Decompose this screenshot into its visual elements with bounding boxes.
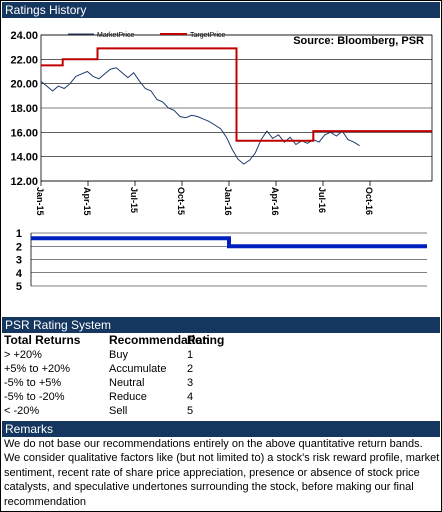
x-tick-label: Jul-15 xyxy=(129,187,139,213)
header-rating: Rating xyxy=(187,333,225,347)
rating-y-tick-label: 1 xyxy=(16,228,22,240)
rating-cell: 2 xyxy=(187,363,194,375)
x-tick-label: Oct-15 xyxy=(176,187,186,215)
y-tick-label: 22.00 xyxy=(10,54,38,66)
header-total-returns: Total Returns xyxy=(4,333,81,347)
ratings-chart: 24.0022.0020.0018.0016.0014.0012.00Jan-1… xyxy=(10,30,433,293)
x-tick-label: Jul-16 xyxy=(317,187,327,213)
x-tick-label: Apr-16 xyxy=(270,187,280,216)
rating-series-line xyxy=(31,236,427,249)
rating-y-tick-label: 5 xyxy=(16,281,22,293)
recommendation-cell: Sell xyxy=(109,405,128,417)
x-tick-label: Oct-16 xyxy=(364,187,374,215)
table-row: > +20% Buy 1 xyxy=(4,349,440,363)
psr-rating-header: PSR Rating System xyxy=(2,317,440,333)
x-tick-label: Apr-15 xyxy=(82,187,92,216)
y-tick-label: 14.00 xyxy=(10,152,38,164)
y-tick-label: 18.00 xyxy=(10,103,38,115)
rating-cell: 5 xyxy=(187,405,194,417)
table-row: -5% to +5% Neutral 3 xyxy=(4,377,440,391)
total-returns-cell: -5% to -20% xyxy=(4,391,65,403)
series-line-targetprice xyxy=(41,47,432,142)
table-row: -5% to -20% Reduce 4 xyxy=(4,391,440,405)
rating-cell: 3 xyxy=(187,377,194,389)
plot-area xyxy=(40,34,433,182)
recommendation-cell: Buy xyxy=(109,349,128,361)
legend-label-marketprice: MarketPrice xyxy=(97,32,134,39)
remarks-header: Remarks xyxy=(2,421,440,437)
total-returns-cell: +5% to +20% xyxy=(4,363,71,375)
remarks-line-2: We consider qualitative factors like (bu… xyxy=(4,452,440,508)
x-tick-label: Jan-15 xyxy=(35,187,45,216)
legend-label-targetprice: TargetPrice xyxy=(190,32,226,39)
table-header-row: Total Returns Recommendation Rating xyxy=(4,333,440,347)
chart-source-label: Source: Bloomberg, PSR xyxy=(293,35,424,47)
table-row: < -20% Sell 5 xyxy=(4,405,440,419)
rating-cell: 1 xyxy=(187,349,194,361)
recommendation-cell: Reduce xyxy=(109,391,147,403)
table-row: +5% to +20% Accumulate 2 xyxy=(4,363,440,377)
y-tick-label: 24.00 xyxy=(10,30,38,42)
header-recommendation: Recommendation xyxy=(109,333,210,347)
rating-cell: 4 xyxy=(187,391,194,403)
total-returns-cell: < -20% xyxy=(4,405,40,417)
recommendation-cell: Neutral xyxy=(109,377,145,389)
total-returns-cell: -5% to +5% xyxy=(4,377,62,389)
remarks-text: We do not base our recommendations entir… xyxy=(4,437,440,509)
x-tick-label: Jan-16 xyxy=(223,187,233,216)
y-tick-label: 20.00 xyxy=(10,79,38,91)
ratings-history-header: Ratings History xyxy=(2,2,440,18)
total-returns-cell: > +20% xyxy=(4,349,42,361)
rating-y-tick-label: 4 xyxy=(16,268,23,280)
remarks-line-1: We do not base our recommendations entir… xyxy=(4,438,423,450)
rating-y-tick-label: 3 xyxy=(16,255,22,267)
recommendation-cell: Accumulate xyxy=(109,363,167,375)
series-line-marketprice xyxy=(40,67,360,165)
y-tick-label: 12.00 xyxy=(10,176,38,188)
rating-y-tick-label: 2 xyxy=(16,241,22,253)
y-tick-label: 16.00 xyxy=(10,127,38,139)
